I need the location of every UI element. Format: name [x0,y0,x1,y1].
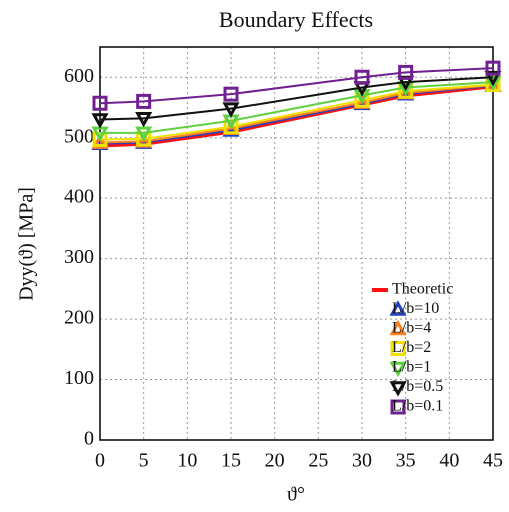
x-tick-label: 0 [95,450,105,472]
legend-label: L/b=2 [392,339,431,356]
marker [390,341,406,356]
legend-label: L/b=0.1 [392,398,443,415]
marker [484,70,502,87]
legend-label: L/b=1 [392,359,431,376]
y-tick-label: 100 [64,367,94,389]
legend-label: L/b=0.5 [392,378,443,395]
marker [91,133,109,149]
x-tick-label: 40 [439,450,459,472]
marker [389,319,407,336]
marker [485,60,501,76]
marker [136,93,152,109]
x-tick-label: 35 [396,450,416,472]
y-tick-label: 300 [64,246,94,268]
marker [389,300,407,316]
x-tick-label: 5 [139,450,149,472]
marker [222,102,240,118]
y-tick-label: 0 [84,428,94,450]
series-line [100,81,494,134]
x-tick-label: 15 [221,450,241,472]
marker [135,112,153,128]
x-tick-label: 20 [265,450,285,472]
x-tick-label: 10 [177,450,197,472]
x-tick-label: 30 [352,450,372,472]
chart-title: Boundary Effects [219,7,373,32]
marker [135,126,153,142]
marker [398,64,414,80]
x-axis-label: ϑ° [287,484,305,506]
y-tick-label: 200 [64,307,94,329]
legend-label: L/b=4 [392,320,431,337]
x-tick-label: 25 [308,450,328,472]
y-tick-label: 500 [64,125,94,147]
marker [389,381,407,397]
x-tick-label: 45 [483,450,503,472]
marker [223,86,239,102]
y-tick-label: 600 [64,65,94,87]
marker [92,95,108,111]
marker [390,399,406,415]
legend-label: Theoretic [392,281,453,298]
marker [354,69,370,85]
series-line [99,76,494,121]
marker [91,113,109,129]
marker [389,361,407,378]
y-tick-label: 400 [64,186,94,208]
legend-label: L/b=10 [392,300,439,317]
plot-frame [99,46,494,441]
y-axis-label: Dyy(ϑ) [MPa] [16,187,38,301]
